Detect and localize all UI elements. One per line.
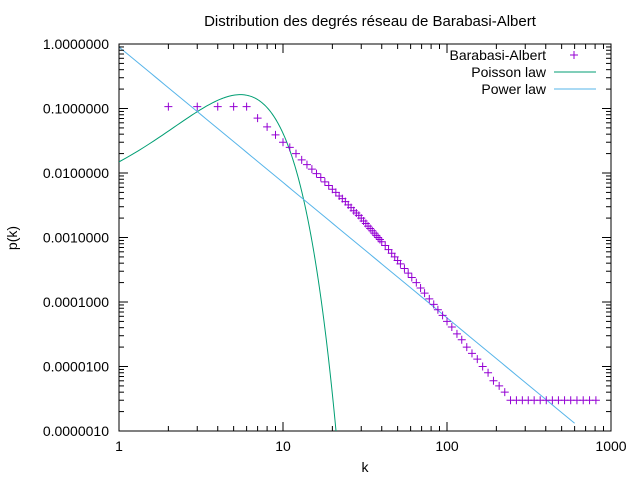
barabasi-albert-point	[372, 231, 381, 240]
barabasi-albert-point	[263, 122, 272, 131]
legend-label: Power law	[481, 81, 546, 97]
y-tick-label: 1.0000000	[43, 36, 109, 52]
barabasi-albert-point	[297, 155, 306, 164]
barabasi-albert-point	[279, 138, 287, 147]
barabasi-albert-point	[316, 173, 325, 182]
barabasi-albert-point	[425, 294, 434, 303]
x-axis-label: k	[362, 459, 370, 475]
barabasi-albert-point	[253, 114, 262, 123]
legend-label: Poisson law	[471, 64, 547, 80]
barabasi-albert-point	[462, 343, 471, 352]
barabasi-albert-point	[213, 102, 222, 111]
legend-marker-barabasi-albert	[570, 51, 578, 59]
barabasi-albert-point	[443, 317, 451, 326]
y-tick-label: 0.0000010	[43, 423, 109, 439]
y-tick-label: 0.1000000	[43, 101, 109, 117]
barabasi-albert-point	[412, 278, 421, 287]
barabasi-albert-point	[381, 241, 390, 250]
barabasi-albert-point	[484, 368, 493, 377]
barabasi-albert-point	[396, 259, 405, 268]
plot-frame	[118, 43, 612, 432]
y-tick-label: 0.0000100	[43, 359, 109, 375]
axis-ticks: 1 10 100 1000 1.0000000 0.1000000 0.0100000 0.0…	[43, 36, 627, 454]
barabasi-albert-point	[433, 305, 442, 314]
barabasi-albert-point	[307, 165, 316, 174]
barabasi-albert-point	[331, 188, 340, 197]
barabasi-albert-point	[242, 102, 251, 111]
barabasi-albert-point	[407, 273, 416, 282]
y-tick-label: 0.0001000	[43, 294, 109, 310]
x-tick-label: 100	[435, 438, 459, 454]
y-tick-label: 0.0100000	[43, 165, 109, 181]
barabasi-albert-point	[467, 349, 476, 358]
barabasi-albert-point	[302, 160, 311, 169]
barabasi-albert-point	[312, 169, 321, 178]
y-axis-label: p(k)	[4, 226, 20, 250]
barabasi-albert-point	[320, 177, 329, 186]
barabasi-albert-point	[500, 388, 509, 397]
barabasi-albert-point	[400, 264, 409, 273]
barabasi-albert-point	[271, 130, 280, 139]
barabasi-albert-point	[478, 362, 487, 371]
barabasi-albert-point	[473, 355, 482, 364]
barabasi-albert-point	[457, 335, 466, 344]
barabasi-albert-point	[447, 322, 456, 331]
poisson-law-line	[119, 94, 337, 431]
barabasi-albert-point	[429, 300, 438, 309]
barabasi-albert-point	[374, 233, 383, 242]
barabasi-albert-point	[291, 149, 300, 158]
barabasi-albert-point	[164, 102, 173, 111]
barabasi-albert-point	[370, 229, 379, 238]
barabasi-albert-point	[420, 289, 429, 298]
x-tick-label: 1	[115, 438, 123, 454]
barabasi-albert-point	[285, 143, 294, 152]
barabasi-albert-point	[416, 283, 425, 292]
y-tick-label: 0.0010000	[43, 230, 109, 246]
barabasi-albert-point	[324, 181, 333, 190]
barabasi-albert-point	[495, 381, 504, 390]
barabasi-albert-point	[328, 185, 337, 194]
legend-label: Barabasi-Albert	[450, 47, 547, 63]
barabasi-albert-point	[404, 269, 413, 278]
chart-title: Distribution des degrés réseau de Baraba…	[204, 13, 537, 30]
barabasi-albert-point	[375, 235, 384, 244]
barabasi-albert-point	[489, 376, 498, 385]
x-tick-label: 10	[275, 438, 291, 454]
power-law-line	[119, 46, 575, 424]
barabasi-albert-point	[193, 102, 202, 111]
plot-area	[119, 46, 600, 431]
barabasi-albert-point	[452, 329, 461, 338]
barabasi-albert-point	[438, 311, 447, 320]
barabasi-albert-point	[229, 102, 238, 111]
barabasi-albert-point	[377, 237, 386, 246]
x-tick-label: 1000	[595, 438, 626, 454]
barabasi-albert-point	[591, 396, 600, 405]
